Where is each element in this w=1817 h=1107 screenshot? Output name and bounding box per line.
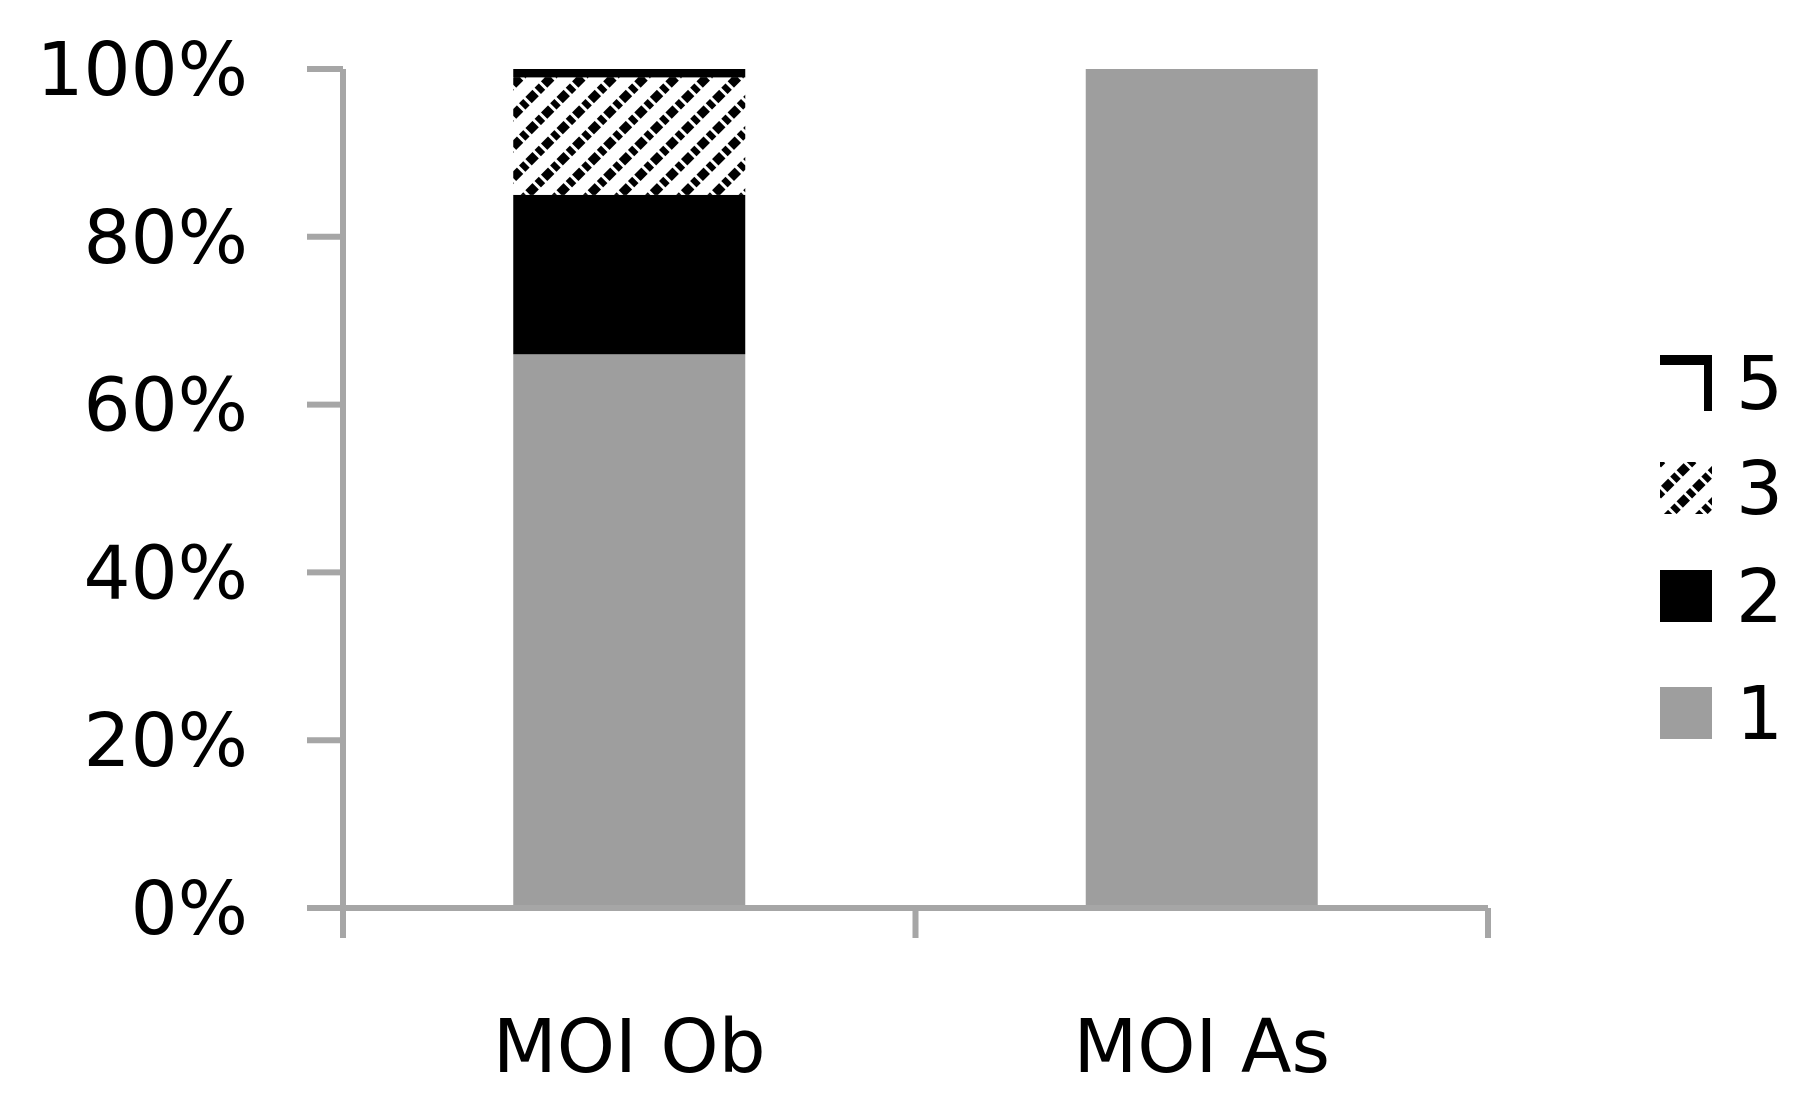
legend-label-2: 2 [1736, 554, 1783, 640]
bar-moi-ob-series-5 [513, 69, 746, 78]
legend: 5 3 2 1 [1660, 341, 1783, 757]
x-tick-label: MOI Ob [493, 1004, 766, 1090]
bar-moi-ob-series-1 [513, 354, 746, 908]
y-tick-label: 100% [36, 27, 248, 113]
legend-item-2: 2 [1660, 554, 1783, 640]
legend-swatch-3 [1660, 462, 1712, 514]
y-tick-label: 80% [84, 195, 248, 281]
legend-item-5: 5 [1660, 341, 1783, 427]
legend-label-3: 3 [1736, 446, 1783, 532]
y-tick-label: 0% [131, 866, 248, 952]
legend-swatch-2 [1660, 570, 1712, 622]
x-tick-label: MOI As [1073, 1004, 1330, 1090]
bar-moi-ob-series-2 [513, 194, 746, 355]
y-tick-label: 20% [84, 698, 248, 784]
y-tick-label: 60% [84, 363, 248, 449]
bar-moi-ob-series-3 [513, 77, 746, 195]
legend-item-3: 3 [1660, 446, 1783, 532]
legend-label-1: 1 [1736, 671, 1783, 757]
y-tick-label: 40% [84, 530, 248, 616]
legend-item-1: 1 [1660, 671, 1783, 757]
legend-swatch-5 [1660, 355, 1712, 411]
bar-moi-as-series-1 [1085, 69, 1318, 908]
legend-swatch-1 [1660, 687, 1712, 739]
legend-label-5: 5 [1736, 341, 1783, 427]
